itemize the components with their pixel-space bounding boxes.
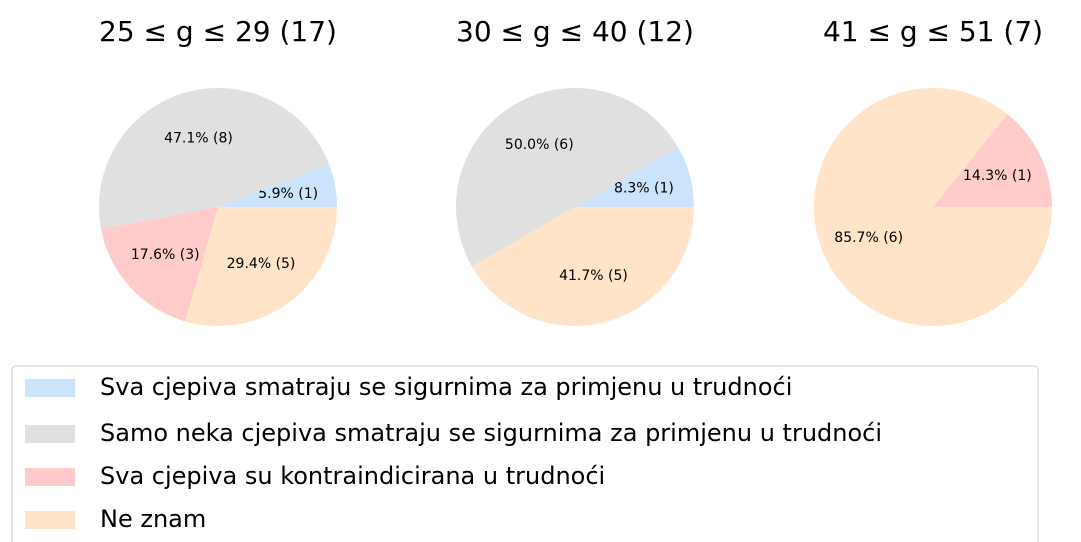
pie-slice	[575, 147, 694, 207]
chart-title: 30 ≤ g ≤ 40 (12)	[456, 15, 694, 48]
pie-slice	[101, 207, 218, 322]
pie-slice	[471, 207, 694, 327]
legend-label: Sva cjepiva su kontraindicirana u trudno…	[100, 462, 605, 490]
slice-label: 8.3% (1)	[614, 181, 674, 197]
legend-label: Samo neka cjepiva smatraju se sigurnima …	[100, 419, 882, 447]
pie-slice	[218, 164, 337, 207]
slice-label: 41.7% (5)	[559, 268, 628, 284]
slice-label: 29.4% (5)	[227, 256, 296, 272]
legend-swatch	[25, 468, 75, 486]
slice-label: 47.1% (8)	[164, 130, 233, 146]
legend-box	[11, 365, 1039, 542]
slice-label: 17.6% (3)	[131, 247, 200, 263]
pie-slice	[98, 87, 329, 229]
slice-label: 5.9% (1)	[258, 186, 318, 202]
pie-slice	[814, 88, 1052, 327]
slice-label: 85.7% (6)	[834, 230, 903, 246]
slice-label: 50.0% (6)	[505, 137, 574, 153]
legend-label: Ne znam	[100, 505, 206, 533]
pie-slice	[933, 113, 1052, 207]
legend-swatch	[25, 379, 75, 397]
pie-slice	[456, 88, 679, 267]
legend-swatch	[25, 425, 75, 443]
legend-label: Sva cjepiva smatraju se sigurnima za pri…	[100, 373, 792, 401]
slice-label: 14.3% (1)	[963, 168, 1032, 184]
chart-title: 41 ≤ g ≤ 51 (7)	[823, 15, 1043, 48]
pie-slice	[185, 207, 337, 326]
chart-title: 25 ≤ g ≤ 29 (17)	[99, 15, 337, 48]
legend-swatch	[25, 511, 75, 529]
